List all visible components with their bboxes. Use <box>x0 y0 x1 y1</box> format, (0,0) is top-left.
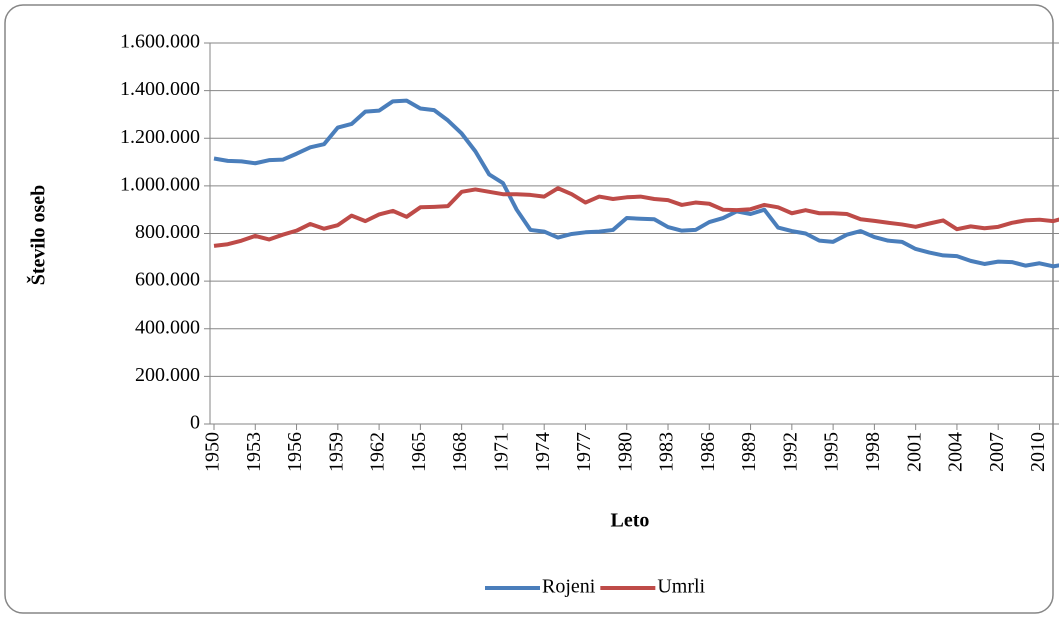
x-tick-label: 1953 <box>243 432 265 472</box>
y-tick-label: 1.600.000 <box>120 31 200 53</box>
y-tick-label: 1.400.000 <box>120 78 200 100</box>
x-tick-label: 1983 <box>656 432 678 472</box>
y-tick-label: 400.000 <box>135 316 200 338</box>
x-tick-label: 1950 <box>202 432 224 472</box>
y-tick-label: 0 <box>190 412 200 434</box>
x-tick-label: 1959 <box>325 432 347 472</box>
x-tick-label: 2004 <box>945 432 967 472</box>
y-tick-label: 1.000.000 <box>120 173 200 195</box>
x-tick-label: 2010 <box>1027 432 1049 472</box>
legend-label: Umrli <box>657 576 705 598</box>
x-tick-label: 2007 <box>986 432 1008 472</box>
chart-border <box>4 4 1054 614</box>
x-tick-label: 1956 <box>284 432 306 472</box>
y-tick-label: 1.200.000 <box>120 126 200 148</box>
x-tick-label: 1992 <box>779 432 801 472</box>
x-tick-label: 1962 <box>367 432 389 472</box>
series-line <box>213 186 1059 248</box>
x-tick-label: 1968 <box>449 432 471 472</box>
y-tick-label: 200.000 <box>135 364 200 386</box>
y-tick-label: 800.000 <box>135 221 200 243</box>
x-axis-title: Leto <box>611 510 650 532</box>
x-tick-label: 2001 <box>903 432 925 472</box>
x-tick-label: 1977 <box>573 432 595 472</box>
x-tick-label: 1980 <box>614 432 636 472</box>
x-tick-label: 1971 <box>491 432 513 472</box>
x-tick-label: 1965 <box>408 432 430 472</box>
x-tick-label: 1986 <box>697 432 719 472</box>
x-tick-label: 1998 <box>862 432 884 472</box>
y-axis-title: Število oseb <box>26 185 50 286</box>
x-tick-label: 1995 <box>821 432 843 472</box>
x-tick-label: 1974 <box>532 432 554 472</box>
series-line <box>213 98 1059 269</box>
legend-label: Rojeni <box>542 576 596 598</box>
y-tick-label: 600.000 <box>135 269 200 291</box>
x-tick-label: 1989 <box>738 432 760 472</box>
